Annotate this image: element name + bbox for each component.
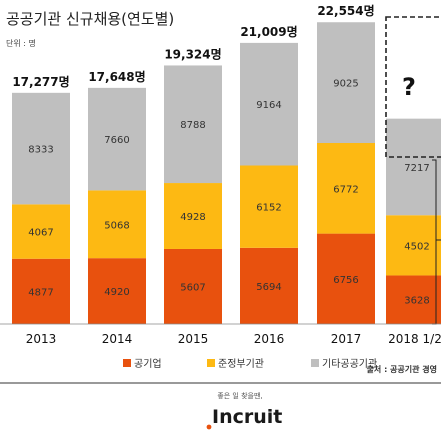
total-label: 19,324명: [164, 47, 221, 61]
bar-2017-series-0: [317, 233, 375, 324]
segment-label: 5607: [180, 282, 205, 293]
bar-2014-series-2: [88, 87, 146, 191]
bar-2015-series-2: [164, 65, 222, 184]
bar-2013-series-2: [12, 92, 70, 205]
x-axis: 2013 2014 2015 2016 2017 2018 1/2: [0, 323, 441, 346]
projected-bar-outline: [385, 16, 441, 158]
brand-dot-icon: [206, 424, 212, 430]
brand-tagline: 좋은 일 찾을땐,: [217, 391, 262, 400]
bar-2014-series-1: [88, 190, 146, 259]
bar-2013-series-1: [12, 204, 70, 259]
total-label: 17,648명: [88, 70, 145, 84]
segment-label: 8333: [28, 145, 53, 156]
segment-label: 5694: [256, 282, 281, 293]
x-tick-label: 2017: [331, 332, 362, 346]
segment-label: 8788: [180, 120, 205, 131]
bar-2017-series-2: [317, 22, 375, 143]
unknown-marker: ?: [402, 73, 416, 101]
total-label: 21,009명: [240, 25, 297, 39]
segment-label: 9025: [333, 79, 358, 90]
legend-swatch: [311, 359, 319, 367]
bar-2016-series-1: [240, 165, 298, 248]
bar-2015-series-0: [164, 248, 222, 324]
segment-label: 7217: [404, 163, 429, 174]
segment-label: 4067: [28, 228, 53, 239]
segment-label: 4877: [28, 287, 53, 298]
segment-label: 4920: [104, 287, 129, 298]
bar-2014-series-0: [88, 258, 146, 324]
legend: 공기업 준정부기관 기타공공기관: [123, 357, 377, 370]
total-label: 22,554명: [317, 4, 374, 18]
segment-label: 4928: [180, 212, 205, 223]
bar-2016-series-2: [240, 42, 298, 166]
bars-layer: 4877 4067 8333 17,277명 4920 5068 7660 17,648명 56…: [12, 4, 441, 325]
legend-label: 준정부기관: [218, 358, 264, 370]
legend-label: 공기업: [134, 357, 162, 370]
segment-label: 6756: [333, 275, 358, 286]
bar-2017-series-1: [317, 142, 375, 234]
legend-swatch: [207, 359, 215, 367]
bar-201812-series-1: [386, 215, 441, 276]
legend-label: 기타공공기관: [322, 358, 377, 370]
segment-label: 7660: [104, 135, 129, 146]
segment-label: 9164: [256, 100, 281, 111]
segment-label: 6152: [256, 203, 281, 214]
bar-201812-series-2: [386, 118, 441, 216]
segment-label: 3628: [404, 296, 429, 307]
legend-swatch: [123, 359, 131, 367]
x-tick-label: 2013: [26, 332, 57, 346]
segment-label: 4502: [404, 241, 429, 252]
chart-title: 공공기관 신규채용(연도별): [6, 10, 174, 28]
segment-label: 5068: [104, 220, 129, 231]
x-tick-label: 2016: [254, 332, 285, 346]
total-label: 17,277명: [12, 75, 69, 89]
x-tick-label: 2018 1/2: [388, 332, 441, 346]
source-note: 출처 : 공공기관 경영: [367, 364, 437, 374]
x-tick-label: 2014: [102, 332, 133, 346]
bar-201812-series-0: [386, 275, 441, 324]
segment-label: 6772: [333, 184, 358, 195]
brand-logo: Incruit: [212, 406, 282, 428]
bar-2016-series-0: [240, 247, 298, 324]
bar-2013-series-0: [12, 258, 70, 324]
bar-2015-series-1: [164, 183, 222, 249]
x-tick-label: 2015: [178, 332, 209, 346]
unit-label: 단위 : 명: [6, 38, 36, 48]
